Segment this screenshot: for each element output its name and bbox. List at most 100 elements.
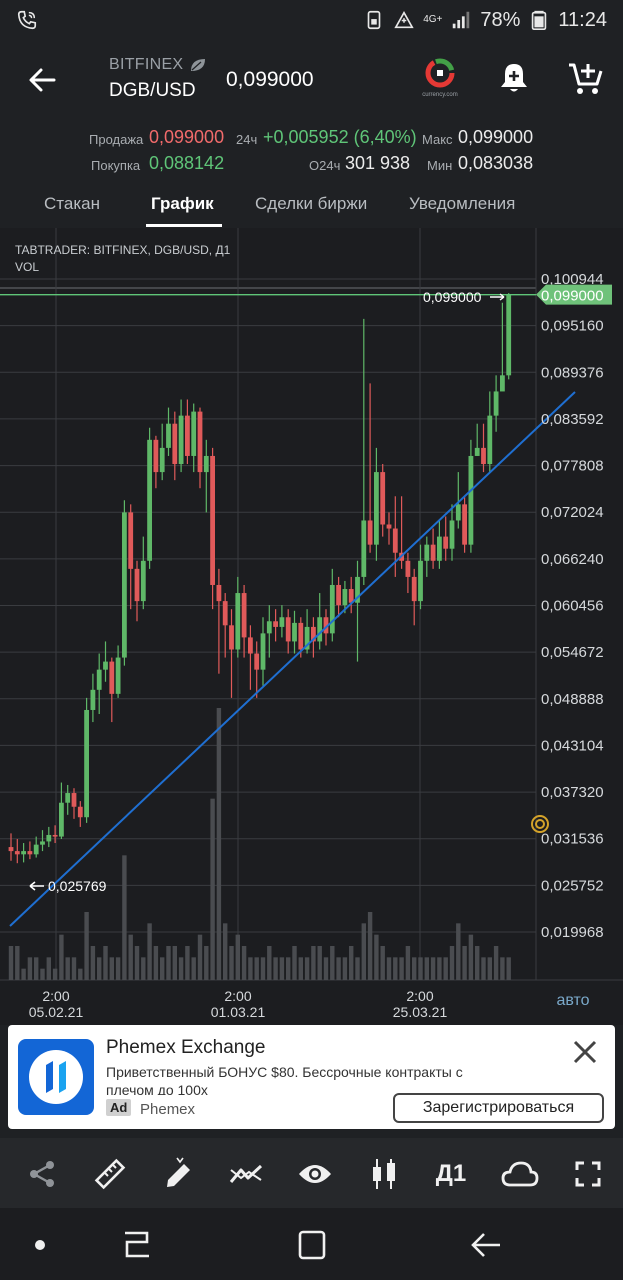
signal-icon	[453, 11, 470, 29]
trading-pair[interactable]: DGB/USD	[109, 80, 196, 101]
volume-bar	[97, 957, 102, 980]
date-tick-label: 01.03.21	[211, 1004, 266, 1020]
home-icon[interactable]	[292, 1228, 332, 1262]
volume-bar	[27, 957, 33, 980]
price-tick-label: 0,054672	[541, 644, 604, 661]
dot-icon[interactable]	[20, 1228, 60, 1262]
auto-scale-button[interactable]: авто	[556, 992, 589, 1009]
candle-body	[134, 568, 140, 602]
tab-order-book[interactable]: Стакан	[44, 194, 100, 213]
add-to-cart-icon[interactable]	[566, 60, 604, 96]
date-tick-label: 25.03.21	[393, 1004, 448, 1020]
volume-bar	[166, 946, 171, 980]
ad-title[interactable]: Phemex Exchange	[106, 1037, 266, 1058]
tab-notifications[interactable]: Уведомления	[409, 194, 516, 213]
volume-bar	[475, 946, 480, 980]
candle-body	[355, 576, 360, 603]
visibility-button[interactable]	[295, 1154, 335, 1194]
min-label: Мин	[427, 158, 453, 173]
current-price-tag	[536, 284, 612, 305]
volume-bar	[78, 968, 83, 980]
price-tick-label: 0,083592	[541, 411, 604, 428]
volume-bar	[109, 957, 114, 980]
system-nav-bar	[0, 1208, 623, 1280]
price-chart[interactable]: 0,025769 0,099000 0,100944 0,095160 0,08937…	[0, 228, 623, 1025]
ruler-button[interactable]	[90, 1154, 130, 1194]
fullscreen-button[interactable]	[568, 1154, 608, 1194]
tab-chart[interactable]: График	[151, 194, 214, 213]
volume-bar	[128, 934, 133, 980]
volume-bar	[304, 957, 310, 980]
volume-bar	[380, 946, 385, 980]
indicators-button[interactable]	[226, 1154, 266, 1194]
volume-bar	[254, 957, 259, 980]
battery-icon	[532, 10, 547, 30]
cloud-button[interactable]	[500, 1154, 540, 1194]
candle-body	[166, 423, 171, 448]
phemex-logo[interactable]	[18, 1039, 94, 1115]
currency-com-logo[interactable]: currency.com	[418, 58, 462, 102]
battery-percent: 78%	[480, 8, 521, 31]
exchange-name: BITFINEX	[109, 56, 207, 74]
volume-bar	[481, 957, 486, 980]
candle-body	[216, 584, 222, 602]
sim-card-icon	[367, 10, 381, 30]
ad-banner[interactable]: Phemex Exchange Приветственный БОНУС $80…	[8, 1025, 615, 1129]
candle-body	[248, 637, 253, 654]
volume-bar	[506, 957, 511, 980]
candle-body	[122, 512, 127, 658]
candle-body	[487, 415, 493, 465]
last-price: 0,099000	[226, 68, 314, 91]
volume-bar	[204, 946, 209, 980]
volume-bar	[141, 957, 146, 980]
share-button[interactable]	[22, 1154, 62, 1194]
nav-back-icon[interactable]	[466, 1228, 506, 1262]
price-tick-label: 0,066240	[541, 551, 604, 568]
volume-bar	[443, 957, 448, 980]
change-value: +0,005952 (6,40%)	[263, 127, 417, 147]
volume-bar	[115, 957, 121, 980]
candlestick-chart[interactable]: 0,025769 0,099000 0,100944 0,095160 0,08937…	[0, 228, 623, 1025]
candle-body	[374, 472, 379, 545]
back-arrow-icon[interactable]	[22, 60, 62, 100]
candle-body	[178, 415, 184, 465]
buy-label: Покупка	[91, 158, 141, 173]
loading-indicator-icon	[531, 815, 549, 833]
tab-exchange-trades[interactable]: Сделки биржи	[255, 194, 368, 213]
candle-body	[128, 512, 134, 569]
timeframe-button[interactable]: Д1	[430, 1154, 472, 1194]
draw-button[interactable]	[158, 1154, 198, 1194]
candle-body	[197, 411, 203, 473]
candle-body	[329, 584, 335, 634]
add-alert-icon[interactable]	[496, 60, 532, 96]
price-tick-label: 0,048888	[541, 691, 604, 708]
candle-body	[260, 633, 266, 670]
volume-bar	[462, 946, 467, 980]
register-button[interactable]: Зарегистрироваться	[393, 1093, 604, 1123]
volume-bar	[8, 946, 14, 980]
candle-body	[241, 593, 247, 638]
candle-body	[229, 625, 234, 650]
candle-body	[172, 423, 178, 465]
market-stats: Продажа 0,099000 Покупка 0,088142 24ч +0…	[0, 122, 623, 178]
candle-body	[14, 851, 20, 855]
volume-bar	[248, 957, 253, 980]
candle-body	[210, 455, 215, 585]
volume-value: 301 938	[345, 153, 411, 173]
price-tick-label: 0,060456	[541, 598, 604, 615]
candle-body	[342, 589, 348, 606]
current-price-tag-label: 0,099000	[541, 288, 604, 305]
eye-icon	[299, 1165, 331, 1183]
candle-body	[411, 576, 417, 602]
close-icon[interactable]	[570, 1037, 600, 1067]
volume-bar	[468, 934, 474, 980]
candle-body	[222, 601, 228, 626]
candle-body	[90, 689, 96, 710]
volume-bar	[34, 957, 39, 980]
chart-title-line2: VOL	[15, 260, 40, 274]
recent-apps-icon[interactable]	[117, 1228, 157, 1262]
volume-bar	[210, 798, 215, 980]
chart-type-button[interactable]	[364, 1154, 404, 1194]
candle-body	[279, 617, 285, 627]
volume-bar	[493, 946, 499, 980]
